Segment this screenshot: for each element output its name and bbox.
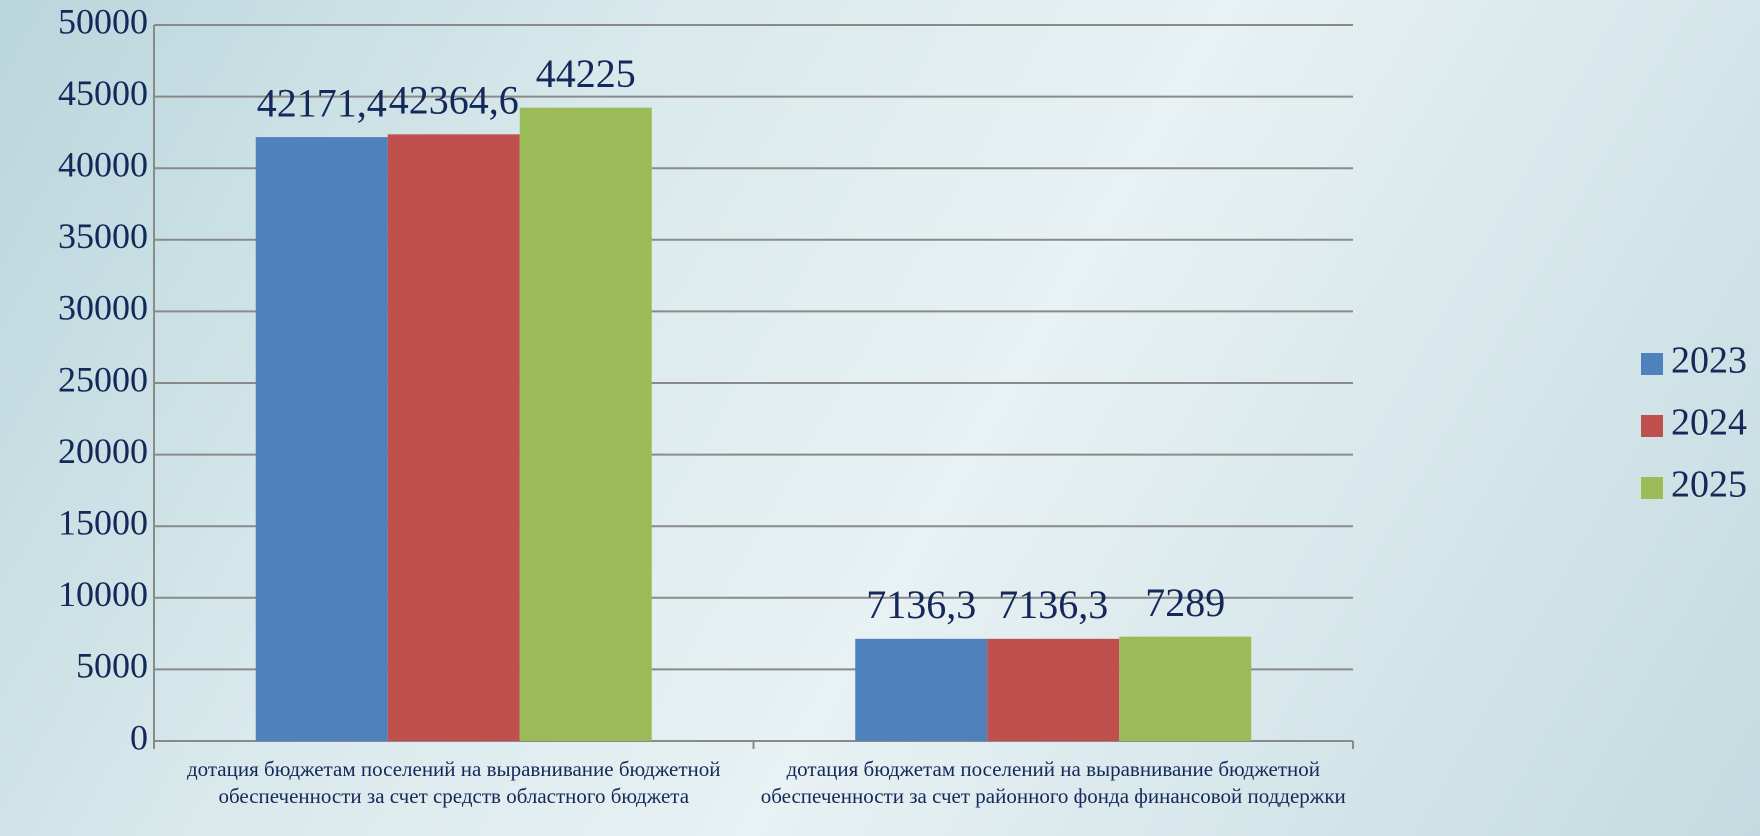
y-tick-label: 20000: [58, 431, 148, 471]
bar: [519, 107, 652, 741]
data-label: 7136,3: [866, 582, 976, 627]
y-tick-label: 45000: [58, 73, 148, 113]
y-tick-label: 5000: [76, 646, 148, 686]
legend-swatch: [1641, 353, 1663, 375]
x-tick-label: дотация бюджетам поселений на выравниван…: [760, 757, 1346, 808]
y-tick-label: 50000: [58, 1, 148, 41]
y-tick-label: 35000: [58, 216, 148, 256]
y-tick-label: 40000: [58, 144, 148, 184]
bar: [387, 134, 520, 741]
legend-swatch: [1641, 477, 1663, 499]
data-label: 7136,3: [998, 582, 1108, 627]
data-label: 42364,6: [389, 78, 519, 123]
bar: [1119, 636, 1252, 741]
bar: [255, 137, 388, 742]
data-label: 44225: [536, 51, 636, 96]
x-tick-label: дотация бюджетам поселений на выравниван…: [186, 757, 721, 808]
legend-label: 2024: [1671, 402, 1747, 444]
legend-swatch: [1641, 415, 1663, 437]
bar: [987, 638, 1120, 741]
data-label: 7289: [1145, 580, 1225, 625]
legend-label: 2023: [1671, 340, 1747, 382]
data-label: 42171,4: [257, 80, 387, 125]
y-tick-label: 0: [130, 717, 148, 757]
legend-label: 2025: [1671, 464, 1747, 506]
y-tick-label: 10000: [58, 574, 148, 614]
bar: [855, 638, 988, 741]
y-tick-label: 15000: [58, 502, 148, 542]
y-tick-label: 25000: [58, 359, 148, 399]
y-tick-label: 30000: [58, 288, 148, 328]
